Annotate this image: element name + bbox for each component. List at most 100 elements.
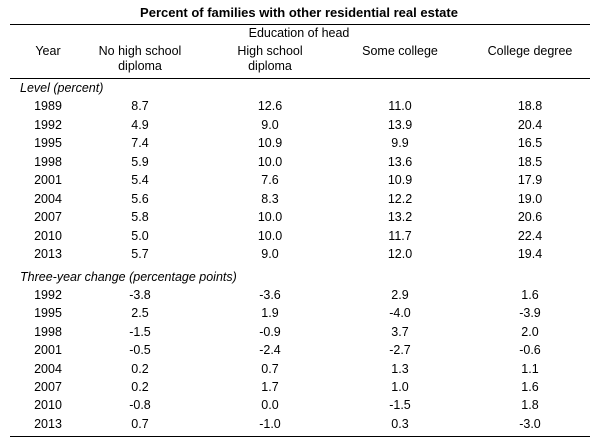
column-header-some-college: Some college [362, 44, 438, 58]
year-cell: 1995 [34, 306, 62, 321]
value-cell: 13.9 [387, 117, 413, 132]
value-cell: 20.6 [517, 210, 543, 224]
value-cell: 9.0 [261, 117, 279, 132]
value-cell: 1.7 [261, 380, 279, 394]
year-cell: 2010 [34, 228, 62, 243]
value-cell: -3.8 [129, 288, 151, 302]
value-cell: 0.0 [261, 398, 279, 413]
year-cell: 2007 [34, 380, 62, 394]
value-cell: 20.4 [517, 117, 543, 132]
value-cell: 5.4 [131, 173, 149, 187]
value-cell: 0.7 [261, 361, 279, 376]
value-cell: 10.9 [387, 173, 413, 187]
column-header-college-degree: College degree [487, 44, 573, 58]
table-row: 1995 7.4 10.9 9.9 16.5 [0, 136, 598, 154]
year-cell: 1992 [34, 117, 62, 132]
year-cell: 2001 [34, 343, 62, 358]
value-cell: 12.2 [387, 191, 413, 206]
column-header-high-school: High school diploma [237, 44, 303, 73]
value-cell: 1.6 [521, 288, 539, 302]
value-cell: -2.4 [259, 343, 281, 358]
column-header-year: Year [35, 44, 61, 58]
value-cell: 3.7 [391, 324, 409, 339]
year-cell: 2004 [34, 191, 62, 206]
value-cell: 9.9 [391, 136, 409, 150]
value-cell: -0.6 [519, 343, 541, 358]
table-row: 2013 0.7 -1.0 0.3 -3.0 [0, 417, 598, 435]
value-cell: 18.5 [517, 154, 543, 169]
table-row: 2004 5.6 8.3 12.2 19.0 [0, 192, 598, 210]
table-row: 2001 5.4 7.6 10.9 17.9 [0, 173, 598, 191]
value-cell: 2.5 [131, 306, 149, 321]
table-row: 2013 5.7 9.0 12.0 19.4 [0, 247, 598, 265]
value-cell: -1.5 [129, 324, 151, 339]
value-cell: 1.9 [261, 306, 279, 321]
table-title: Percent of families with other residenti… [140, 5, 458, 20]
year-cell: 1998 [34, 324, 62, 339]
value-cell: 11.7 [388, 228, 412, 243]
value-cell: -2.7 [389, 343, 411, 358]
value-cell: 19.0 [517, 191, 543, 206]
value-cell: 5.0 [131, 228, 149, 243]
value-cell: 1.3 [391, 361, 409, 376]
table-row: 2004 0.2 0.7 1.3 1.1 [0, 362, 598, 380]
year-cell: 1992 [34, 288, 62, 302]
bottom-rule [10, 436, 590, 437]
value-cell: 7.6 [261, 173, 279, 187]
value-cell: -0.5 [129, 343, 151, 358]
section-label-level: Level (percent) [20, 81, 104, 95]
table-row: 1998 -1.5 -0.9 3.7 2.0 [0, 325, 598, 343]
value-cell: -3.0 [519, 416, 541, 431]
value-cell: 16.5 [517, 136, 543, 150]
value-cell: 8.3 [261, 191, 279, 206]
value-cell: 1.0 [391, 380, 409, 394]
value-cell: -3.9 [519, 306, 541, 321]
value-cell: 18.8 [517, 99, 543, 113]
value-cell: 10.0 [257, 228, 283, 243]
value-cell: 12.0 [387, 247, 413, 261]
year-cell: 1995 [34, 136, 62, 150]
value-cell: 9.0 [261, 247, 279, 261]
value-cell: 22.4 [517, 228, 543, 243]
value-cell: 11.0 [388, 99, 412, 113]
year-cell: 2001 [34, 173, 62, 187]
value-cell: 5.9 [131, 154, 149, 169]
value-cell: 1.8 [521, 398, 539, 413]
value-cell: 0.2 [131, 380, 149, 394]
value-cell: 0.7 [131, 416, 149, 431]
value-cell: 0.3 [391, 416, 409, 431]
top-rule [10, 24, 590, 25]
table-row: 2001 -0.5 -2.4 -2.7 -0.6 [0, 343, 598, 361]
year-cell: 1998 [34, 154, 62, 169]
value-cell: 1.1 [521, 361, 539, 376]
section-label-change: Three-year change (percentage points) [20, 270, 237, 284]
table-row: 1998 5.9 10.0 13.6 18.5 [0, 155, 598, 173]
value-cell: 17.9 [517, 173, 543, 187]
value-cell: 2.9 [391, 288, 409, 302]
table-row: 1989 8.7 12.6 11.0 18.8 [0, 99, 598, 117]
value-cell: -3.6 [259, 288, 281, 302]
table-row: 1992 -3.8 -3.6 2.9 1.6 [0, 288, 598, 306]
value-cell: 8.7 [131, 99, 149, 113]
value-cell: 5.8 [131, 210, 149, 224]
value-cell: -0.9 [259, 324, 281, 339]
value-cell: 10.0 [257, 154, 283, 169]
group-header: Education of head [248, 26, 350, 40]
value-cell: -4.0 [389, 306, 411, 321]
table-row: 1992 4.9 9.0 13.9 20.4 [0, 118, 598, 136]
value-cell: 13.6 [387, 154, 413, 169]
year-cell: 2004 [34, 361, 62, 376]
value-cell: 1.6 [521, 380, 539, 394]
year-cell: 2010 [34, 398, 62, 413]
header-rule [10, 78, 590, 79]
value-cell: 0.2 [131, 361, 149, 376]
table-row: 2007 5.8 10.0 13.2 20.6 [0, 210, 598, 228]
value-cell: -1.0 [259, 416, 281, 431]
value-cell: 5.6 [131, 191, 149, 206]
year-cell: 2013 [34, 247, 62, 261]
year-cell: 2013 [34, 416, 62, 431]
table-row: 2010 -0.8 0.0 -1.5 1.8 [0, 398, 598, 416]
value-cell: 5.7 [131, 247, 149, 261]
table-row: 2007 0.2 1.7 1.0 1.6 [0, 380, 598, 398]
value-cell: 7.4 [131, 136, 149, 150]
